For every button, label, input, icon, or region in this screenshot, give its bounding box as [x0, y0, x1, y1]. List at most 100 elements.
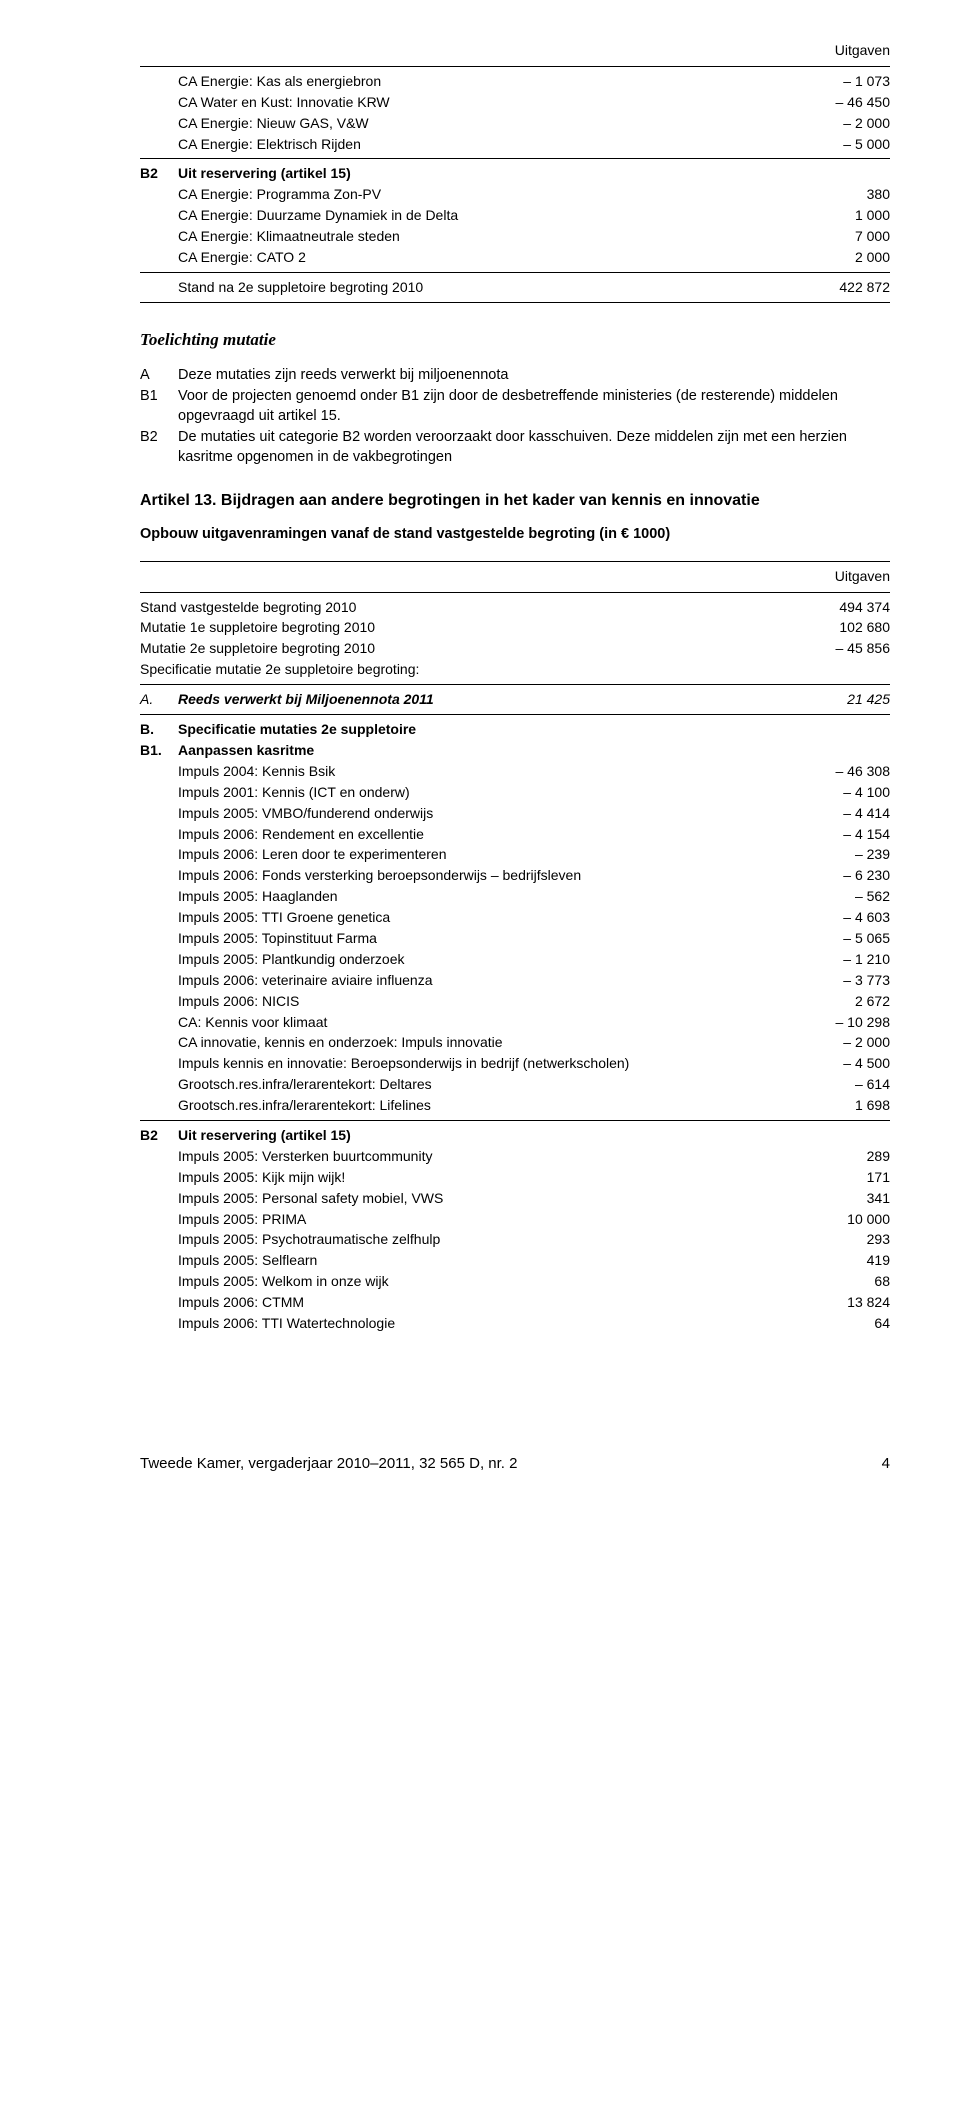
row-label: Impuls 2001: Kennis (ICT en onderw) [178, 782, 813, 803]
total-label: Stand na 2e suppletoire begroting 2010 [178, 277, 781, 298]
b2-code: B2 [140, 163, 178, 184]
row-label: Impuls 2006: veterinaire aviaire influen… [178, 970, 813, 991]
toelichting-title: Toelichting mutatie [140, 329, 890, 352]
row-val: 10 000 [791, 1209, 890, 1230]
row-label: Mutatie 1e suppletoire begroting 2010 [140, 617, 766, 638]
row-val: 64 [791, 1313, 890, 1334]
row-label: Impuls 2006: CTMM [178, 1292, 791, 1313]
row-val: – 2 000 [813, 1032, 890, 1053]
item-code: A [140, 366, 178, 386]
row-val: 1 000 [781, 205, 890, 226]
row-label: CA innovatie, kennis en onderzoek: Impul… [178, 1032, 813, 1053]
footer: Tweede Kamer, vergaderjaar 2010–2011, 32… [140, 1454, 890, 1474]
row-label: Impuls 2005: Psychotraumatische zelfhulp [178, 1229, 791, 1250]
row-label: Impuls 2004: Kennis Bsik [178, 761, 813, 782]
row-val: – 45 856 [766, 638, 890, 659]
row-val: – 4 500 [813, 1053, 890, 1074]
row-label: Impuls 2006: Leren door te experimentere… [178, 844, 813, 865]
row-val: – 1 210 [813, 949, 890, 970]
row-label: Impuls 2005: Selflearn [178, 1250, 791, 1271]
row-label: CA Energie: Programma Zon-PV [178, 184, 781, 205]
row-val: – 1 073 [754, 71, 890, 92]
row-val: – 614 [813, 1074, 890, 1095]
row-label: Impuls 2005: PRIMA [178, 1209, 791, 1230]
row-label: Grootsch.res.infra/lerarentekort: Deltar… [178, 1074, 813, 1095]
row-label: Impuls 2005: Haaglanden [178, 886, 813, 907]
row-val: 494 374 [766, 597, 890, 618]
row-label: CA Energie: Nieuw GAS, V&W [140, 113, 754, 134]
row-label: Grootsch.res.infra/lerarentekort: Lifeli… [178, 1095, 813, 1116]
row-val: 1 698 [813, 1095, 890, 1116]
row-val: – 562 [813, 886, 890, 907]
row-label: CA Energie: Elektrisch Rijden [140, 134, 754, 155]
row-label: Impuls 2006: Rendement en excellentie [178, 824, 813, 845]
row-label: Impuls 2006: TTI Watertechnologie [178, 1313, 791, 1334]
table1-b2: B2 Uit reservering (artikel 15) CA Energ… [140, 163, 890, 306]
b2-label: Uit reservering (artikel 15) [178, 1125, 890, 1146]
row-label: CA Energie: Kas als energiebron [140, 71, 754, 92]
row-val: 293 [791, 1229, 890, 1250]
row-val: – 4 603 [813, 907, 890, 928]
footer-left: Tweede Kamer, vergaderjaar 2010–2011, 32… [140, 1454, 517, 1474]
row-label: CA Water en Kust: Innovatie KRW [140, 92, 754, 113]
row-val: – 3 773 [813, 970, 890, 991]
row-label: Impuls 2005: Topinstituut Farma [178, 928, 813, 949]
row-val: 2 000 [781, 247, 890, 268]
row-val: – 46 308 [813, 761, 890, 782]
row-label: Impuls 2006: NICIS [178, 991, 813, 1012]
table2-a: A. Reeds verwerkt bij Miljoenennota 2011… [140, 689, 890, 719]
toelichting-item: A Deze mutaties zijn reeds verwerkt bij … [140, 366, 890, 386]
row-val: – 4 100 [813, 782, 890, 803]
item-text: De mutaties uit categorie B2 worden vero… [178, 428, 890, 467]
row-label: Impuls 2006: Fonds versterking beroepson… [178, 865, 813, 886]
row-val: 102 680 [766, 617, 890, 638]
table2-b2: B2 Uit reservering (artikel 15) Impuls 2… [140, 1125, 890, 1334]
row-label: Impuls 2005: Versterken buurtcommunity [178, 1146, 791, 1167]
row-val: 2 672 [813, 991, 890, 1012]
row-val: 341 [791, 1188, 890, 1209]
table1: Uitgaven CA Energie: Kas als energiebron… [140, 40, 890, 163]
row-label: Impuls kennis en innovatie: Beroepsonder… [178, 1053, 813, 1074]
table2-b: B. Specificatie mutaties 2e suppletoire … [140, 719, 890, 1125]
row-val: 419 [791, 1250, 890, 1271]
a-label: Reeds verwerkt bij Miljoenennota 2011 [178, 691, 434, 707]
row-val: 13 824 [791, 1292, 890, 1313]
row-val: – 6 230 [813, 865, 890, 886]
b2-title: Uit reservering (artikel 15) [178, 163, 781, 184]
total-val: 422 872 [781, 277, 890, 298]
row-val: 380 [781, 184, 890, 205]
row-label: Impuls 2005: Personal safety mobiel, VWS [178, 1188, 791, 1209]
b2-code: B2 [140, 1125, 178, 1146]
artikel13-subtitle: Opbouw uitgavenramingen vanaf de stand v… [140, 525, 890, 545]
row-label: CA Energie: CATO 2 [178, 247, 781, 268]
row-val: – 10 298 [813, 1012, 890, 1033]
b-code: B. [140, 719, 178, 740]
toelichting-item: B1 Voor de projecten genoemd onder B1 zi… [140, 387, 890, 426]
row-val: 68 [791, 1271, 890, 1292]
row-label: CA: Kennis voor klimaat [178, 1012, 813, 1033]
row-label: Impuls 2005: Welkom in onze wijk [178, 1271, 791, 1292]
footer-right: 4 [882, 1454, 890, 1474]
a-code: A. [140, 689, 178, 710]
row-label: Impuls 2005: Plantkundig onderzoek [178, 949, 813, 970]
item-code: B1 [140, 387, 178, 426]
row-label: CA Energie: Klimaatneutrale steden [178, 226, 781, 247]
artikel13-title: Artikel 13. Bijdragen aan andere begroti… [140, 490, 890, 512]
col-header: Uitgaven [766, 566, 890, 588]
row-val [766, 659, 890, 680]
row-label: CA Energie: Duurzame Dynamiek in de Delt… [178, 205, 781, 226]
item-text: Deze mutaties zijn reeds verwerkt bij mi… [178, 366, 890, 386]
row-val: – 46 450 [754, 92, 890, 113]
row-val: 7 000 [781, 226, 890, 247]
toelichting-item: B2 De mutaties uit categorie B2 worden v… [140, 428, 890, 467]
item-code: B2 [140, 428, 178, 467]
row-val: – 5 000 [754, 134, 890, 155]
b1-label: Aanpassen kasritme [178, 740, 890, 761]
row-val: – 5 065 [813, 928, 890, 949]
row-val: – 4 154 [813, 824, 890, 845]
b-label: Specificatie mutaties 2e suppletoire [178, 719, 890, 740]
table2: Uitgaven Stand vastgestelde begroting 20… [140, 557, 890, 689]
row-label: Mutatie 2e suppletoire begroting 2010 [140, 638, 766, 659]
row-label: Stand vastgestelde begroting 2010 [140, 597, 766, 618]
row-val: 171 [791, 1167, 890, 1188]
